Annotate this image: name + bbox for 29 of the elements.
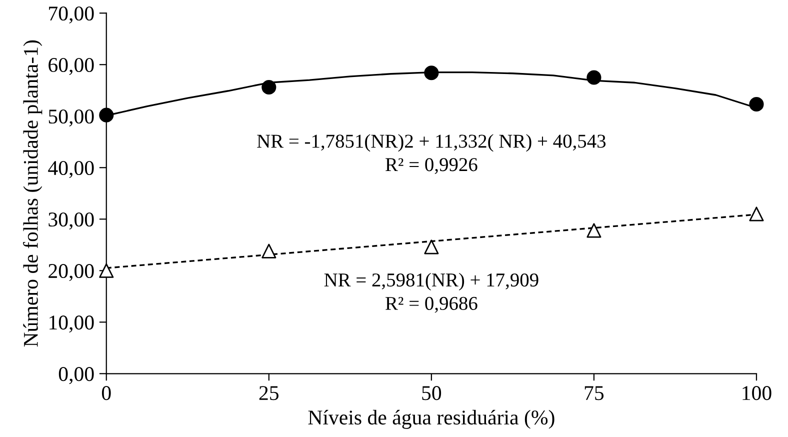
- x-tick-label: 75: [584, 386, 604, 400]
- y-tick-label: 60,00: [48, 58, 94, 76]
- y-tick-label: 40,00: [48, 160, 94, 178]
- point: [424, 240, 439, 254]
- y-tick-label: 0,00: [58, 367, 94, 384]
- y-axis-title: Número de folhas (unidade planta-1): [23, 40, 42, 347]
- annotation: NR = 2,5981(NR) + 17,909: [324, 272, 538, 291]
- y-tick-label: 30,00: [48, 212, 94, 230]
- point: [99, 108, 114, 122]
- point: [586, 70, 602, 85]
- y-tick-label: 70,00: [49, 6, 94, 24]
- y-tick-label: 20,00: [48, 264, 94, 282]
- annotation: R² = 0,9926: [386, 158, 478, 174]
- point: [424, 66, 439, 80]
- x-tick-label: 100: [742, 386, 772, 400]
- point: [262, 80, 276, 95]
- x-axis-title: Níveis de água residuária (%): [308, 410, 554, 429]
- point: [749, 206, 764, 222]
- x-tick-label: 25: [259, 386, 279, 400]
- x-tick-label: 50: [422, 386, 442, 400]
- point: [99, 263, 114, 278]
- annotation: NR = -1,7851(NR)2 + 11,332( NR) + 40,543: [257, 134, 606, 152]
- x-tick-label: 0: [102, 386, 111, 400]
- point: [586, 223, 602, 238]
- point: [262, 244, 276, 258]
- y-tick-label: 10,00: [50, 316, 94, 333]
- y-tick-label: 50,00: [48, 109, 94, 127]
- point: [749, 96, 764, 112]
- annotation: R² = 0,9686: [386, 296, 478, 313]
